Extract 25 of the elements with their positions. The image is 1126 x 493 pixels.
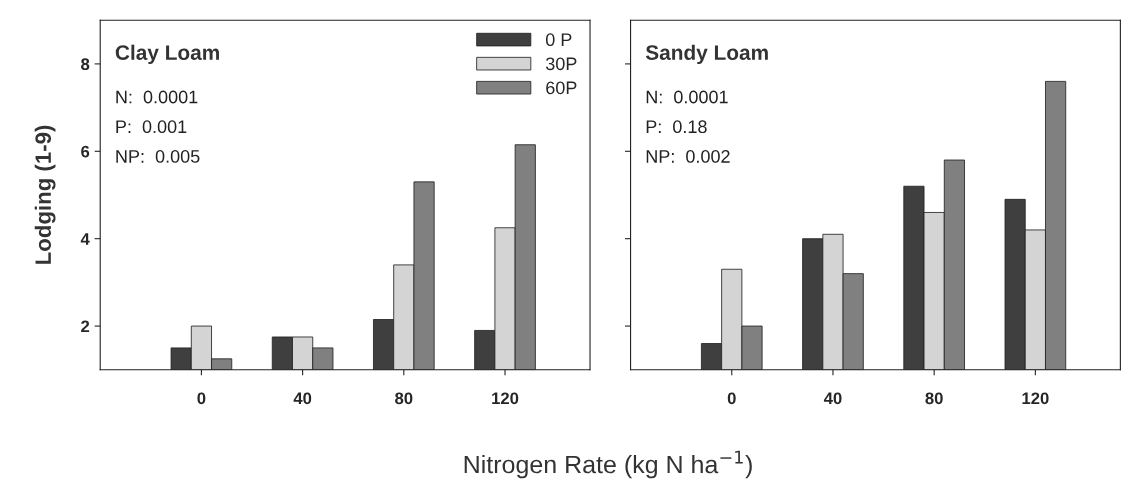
y-tick-label: 4 bbox=[80, 233, 90, 245]
y-tick-label: 8 bbox=[81, 58, 90, 71]
text: Sandy Loam bbox=[645, 44, 768, 65]
legend-label: 0 P bbox=[545, 33, 572, 47]
x-tick-label: 80 bbox=[395, 392, 413, 405]
x-tick-label: 80 bbox=[925, 392, 943, 405]
annotation: N: 0.0001 bbox=[116, 90, 198, 104]
x-tick-label: 40 bbox=[293, 392, 312, 405]
x-tick-label: 0 bbox=[727, 392, 736, 405]
legend-label: 60P bbox=[546, 81, 577, 95]
annotation: P: 0.18 bbox=[646, 120, 707, 134]
x-tick-label: 120 bbox=[1022, 392, 1049, 405]
annotation: NP: 0.005 bbox=[116, 150, 200, 163]
y-axis-title: Lodging (1-9) bbox=[34, 125, 56, 264]
y-tick-label: 6 bbox=[81, 145, 90, 158]
x-tick-label: 40 bbox=[823, 392, 842, 405]
x-tick-label: 120 bbox=[492, 392, 519, 405]
x-tick-label: 0 bbox=[197, 392, 206, 405]
annotation: P: 0.001 bbox=[116, 120, 187, 134]
annotation: NP: 0.002 bbox=[646, 150, 730, 163]
legend-label: 30P bbox=[545, 57, 577, 71]
text: Clay Loam bbox=[115, 44, 219, 65]
y-tick-label: 2 bbox=[81, 320, 90, 333]
x-axis-title: Nitrogen Rate (kg N ha$^{−1}$) bbox=[464, 450, 752, 479]
annotation: N: 0.0001 bbox=[646, 90, 728, 104]
